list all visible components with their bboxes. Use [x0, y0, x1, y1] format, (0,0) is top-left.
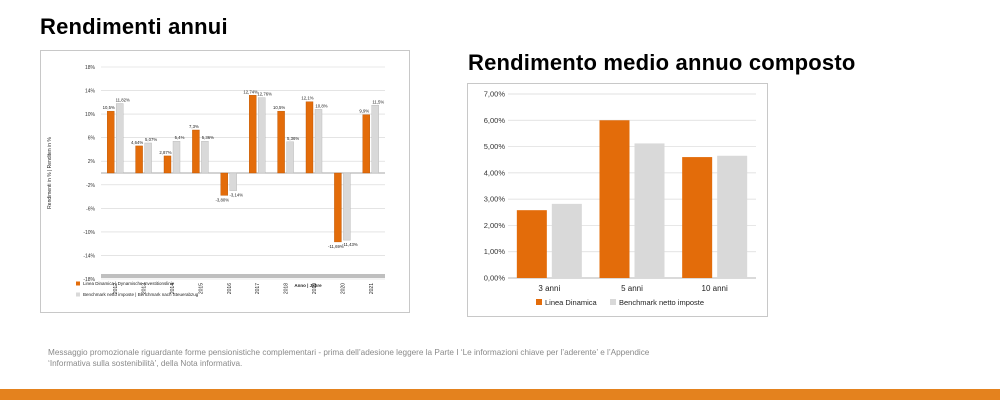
- bar: [163, 155, 172, 174]
- legend-swatch: [76, 281, 80, 286]
- y-tick-label: 2%: [88, 159, 96, 165]
- disclaimer-line-1: Messaggio promozionale riguardante forme…: [48, 348, 650, 357]
- bar: [314, 109, 323, 174]
- x-tick-label: 2017: [255, 283, 261, 294]
- legend-label: Linea Dinamica | Dynamische Investitions…: [83, 281, 175, 286]
- bar: [334, 172, 342, 243]
- legend-swatch: [76, 292, 80, 297]
- bar: [516, 210, 547, 278]
- legend-swatch: [610, 299, 616, 305]
- annual-returns-chart-panel: 18% 14% 10% 6% 2% -2% -6% -10% -14% -18% Rendiment…: [40, 50, 410, 313]
- y-tick-label: -10%: [83, 230, 95, 236]
- data-label: 12,1%: [301, 96, 313, 101]
- bar: [172, 140, 181, 174]
- bar: [229, 172, 238, 191]
- bar: [192, 129, 200, 174]
- compound-return-chart: 7,00% 6,00% 5,00% 4,00% 3,00% 2,00% 1,00% 0,00%…: [484, 90, 756, 307]
- annual-returns-chart: 18% 14% 10% 6% 2% -2% -6% -10% -14% -18% Rendiment…: [47, 65, 385, 297]
- annual-returns-title: Rendimenti annui: [40, 14, 228, 39]
- bar: [717, 155, 748, 278]
- y-tick-label: -18%: [83, 277, 95, 283]
- legend-label: Benchmark netto imposte | Benchmark nach…: [83, 292, 199, 297]
- compound-return-chart-panel: 7,00% 6,00% 5,00% 4,00% 3,00% 2,00% 1,00% 0,00%…: [467, 83, 768, 317]
- y-tick-label: 5,00%: [484, 142, 506, 151]
- data-label: -3,80%: [215, 197, 229, 202]
- y-tick-label: 6%: [88, 136, 96, 142]
- data-label: 11,5%: [372, 99, 384, 104]
- bar: [201, 140, 209, 174]
- y-tick-label: 0,00%: [484, 274, 506, 283]
- bar: [115, 103, 124, 174]
- bar: [248, 95, 257, 174]
- legend-swatch: [536, 299, 542, 305]
- y-tick-label: 14%: [85, 89, 96, 95]
- y-tick-label: 7,00%: [484, 90, 506, 99]
- x-tick-label: 2014: [170, 283, 176, 294]
- bar: [599, 120, 630, 279]
- y-tick-label: -14%: [83, 253, 95, 259]
- bar: [257, 97, 266, 174]
- y-tick-label: -6%: [86, 206, 95, 212]
- data-label: 2,87%: [159, 150, 171, 155]
- bar: [135, 145, 143, 174]
- data-label: 12,74%: [243, 89, 258, 94]
- y-tick-label: 2,00%: [484, 221, 506, 230]
- x-axis-label: Anno | Jahre: [294, 283, 322, 288]
- data-label: 12,76%: [257, 92, 272, 97]
- x-tick-label: 2020: [340, 283, 346, 294]
- bar: [305, 101, 314, 174]
- data-label: 10,5%: [103, 105, 115, 110]
- data-label: 9,9%: [359, 109, 369, 114]
- data-label: 5,36%: [287, 136, 299, 141]
- bar: [144, 142, 152, 174]
- x-tick-label: 10 anni: [702, 284, 728, 293]
- data-label: 7,3%: [189, 124, 199, 129]
- bar: [551, 203, 582, 278]
- bottom-accent-bar: [0, 389, 1000, 400]
- data-label: 5,36%: [202, 135, 214, 140]
- bar: [371, 105, 379, 174]
- x-tick-label: 2018: [284, 283, 290, 294]
- y-axis-label: Rendimenti in % | Renditen in %: [47, 137, 53, 209]
- data-label: 10,8%: [315, 103, 327, 108]
- y-tick-label: -2%: [86, 183, 95, 189]
- y-tick-label: 6,00%: [484, 116, 506, 125]
- data-label: 4,64%: [131, 140, 143, 145]
- bar: [220, 172, 229, 196]
- data-label: 10,5%: [273, 105, 285, 110]
- x-tick-label: 2016: [227, 283, 233, 294]
- bar: [682, 157, 713, 278]
- y-tick-label: 3,00%: [484, 195, 506, 204]
- bar: [277, 110, 285, 174]
- x-tick-label: 2015: [198, 283, 204, 294]
- data-label: 5,07%: [145, 137, 157, 142]
- x-tick-label: 2021: [369, 283, 375, 294]
- data-label: -3,14%: [229, 193, 243, 198]
- x-tick-label: 2012: [113, 283, 119, 294]
- disclaimer-footer: Messaggio promozionale riguardante forme…: [48, 347, 708, 369]
- x-tick-label: 3 anni: [538, 284, 560, 293]
- y-tick-label: 4,00%: [484, 168, 506, 177]
- data-label: -11,69%: [328, 244, 344, 249]
- data-label: 11,82%: [116, 98, 130, 103]
- bar: [634, 143, 665, 278]
- bar: [343, 172, 351, 241]
- y-tick-label: 10%: [85, 112, 96, 118]
- x-tick-label: 5 anni: [621, 284, 643, 293]
- bar: [286, 141, 294, 174]
- compound-return-title: Rendimento medio annuo composto: [468, 50, 856, 75]
- x-tick-label: 2013: [142, 283, 148, 294]
- legend-label: Benchmark netto imposte: [619, 298, 704, 307]
- y-tick-label: 18%: [85, 65, 96, 71]
- data-label: -11,43%: [342, 242, 358, 247]
- bar: [106, 110, 115, 174]
- bar: [362, 114, 370, 174]
- disclaimer-line-2: ‘Informativa sulla sostenibilità’, della…: [48, 359, 243, 368]
- legend-label: Linea Dinamica: [545, 298, 598, 307]
- x-tick-label: 2019: [312, 283, 318, 294]
- data-label: 5,4%: [175, 135, 185, 140]
- axis-band: [101, 274, 385, 278]
- y-tick-label: 1,00%: [484, 247, 506, 256]
